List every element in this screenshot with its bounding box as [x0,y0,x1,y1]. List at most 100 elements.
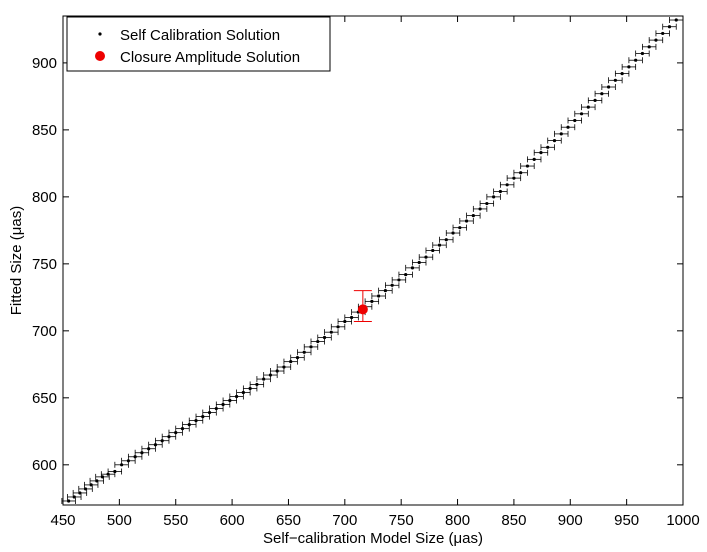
y-tick-label: 900 [32,55,57,72]
self-calibration-point [418,254,434,261]
self-calibration-point [270,368,285,375]
self-calibration-point [229,393,244,400]
self-calibration-point [242,385,258,392]
self-calibration-point [587,97,603,104]
self-calibration-point [479,200,495,207]
self-calibration-marker [546,145,550,149]
self-calibration-point [499,181,515,188]
self-calibration-marker [370,299,374,303]
self-calibration-point [520,163,535,170]
self-calibration-marker [579,112,584,116]
legend: Self Calibration Solution Closure Amplit… [66,16,331,72]
self-calibration-point [89,477,104,484]
self-calibration-point [472,205,488,212]
self-calibration-marker [329,330,333,334]
self-calibration-point [303,343,319,350]
self-calibration-point [527,156,542,163]
self-calibration-marker [349,315,354,320]
self-calibration-point [547,137,562,144]
self-calibration-marker [248,386,252,391]
self-calibration-point [614,70,630,77]
self-calibration-marker [207,410,212,415]
self-calibration-marker [113,469,117,474]
self-calibration-marker [532,157,536,161]
x-tick-label: 550 [163,512,188,529]
self-calibration-marker [586,105,590,109]
self-calibration-point [297,349,312,356]
self-calibration-point [263,372,278,379]
self-calibration-marker [322,335,327,340]
self-calibration-point [445,230,461,237]
self-calibration-marker [512,176,516,180]
self-calibration-point [317,334,332,341]
self-calibration-point [513,169,528,176]
self-calibration-marker [241,390,245,395]
self-calibration-marker [268,373,273,377]
self-calibration-marker [72,495,76,499]
self-calibration-marker [620,72,624,76]
x-tick-label: 700 [332,512,357,529]
self-calibration-marker [492,195,496,199]
x-tick-label: 800 [445,512,470,529]
self-calibration-marker [289,360,293,364]
self-calibration-point [628,57,643,64]
x-tick-label: 1000 [666,512,699,529]
self-calibration-marker [485,201,489,206]
self-calibration-marker [214,406,218,411]
self-calibration-marker [83,487,88,491]
self-calibration-point [249,381,265,388]
y-tick-label: 850 [32,122,57,139]
self-calibration-marker [390,283,394,287]
self-calibration-marker [336,325,340,329]
self-calibration-marker [343,319,347,324]
x-tick-label: 850 [501,512,526,529]
self-calibration-point [662,23,677,30]
x-tick-label: 750 [389,512,414,529]
self-calibration-marker [235,394,239,399]
self-calibration-point [209,405,224,412]
legend-self-calibration-label: Self Calibration Solution [120,27,280,44]
self-calibration-marker [627,65,631,69]
self-calibration-marker [194,418,198,423]
self-calibration-marker [120,463,124,467]
self-calibration-point [310,338,325,345]
self-calibration-point [72,489,88,496]
self-calibration-marker [539,151,543,155]
self-calibration-marker [228,398,232,403]
self-calibration-point [256,376,271,383]
y-axis-label: Fitted Size (μas) [8,206,25,316]
self-calibration-point [330,323,346,330]
self-calibration-marker [640,51,645,56]
self-calibration-marker [316,339,320,344]
self-calibration-marker [593,98,597,103]
self-calibration-marker [634,58,638,62]
self-calibration-point [67,493,82,500]
self-calibration-marker [600,92,604,96]
self-calibration-marker [221,402,225,407]
self-calibration-point [554,130,569,137]
self-calibration-point [148,441,163,448]
self-calibration-marker [282,365,286,369]
self-calibration-marker [201,414,205,419]
self-calibration-point [533,149,549,156]
self-calibration-marker [661,31,665,36]
closure-amplitude-marker [357,304,368,315]
self-calibration-marker [566,125,570,129]
self-calibration-marker [667,25,672,29]
self-calibration-marker [519,171,523,175]
self-calibration-marker [647,45,651,49]
self-calibration-marker [458,226,462,230]
self-calibration-marker [437,243,442,247]
self-calibration-marker [444,238,448,242]
self-calibration-point [168,429,183,436]
self-calibration-marker [174,431,178,435]
self-calibration-point [439,236,454,243]
self-calibration-marker [147,447,151,451]
self-calibration-marker [404,272,408,277]
self-calibration-point [155,437,170,444]
self-calibration-point [290,354,305,361]
y-tick-label: 700 [32,323,57,340]
self-calibration-point [175,425,190,432]
self-calibration-marker [133,455,137,459]
self-calibration-marker [78,491,82,495]
